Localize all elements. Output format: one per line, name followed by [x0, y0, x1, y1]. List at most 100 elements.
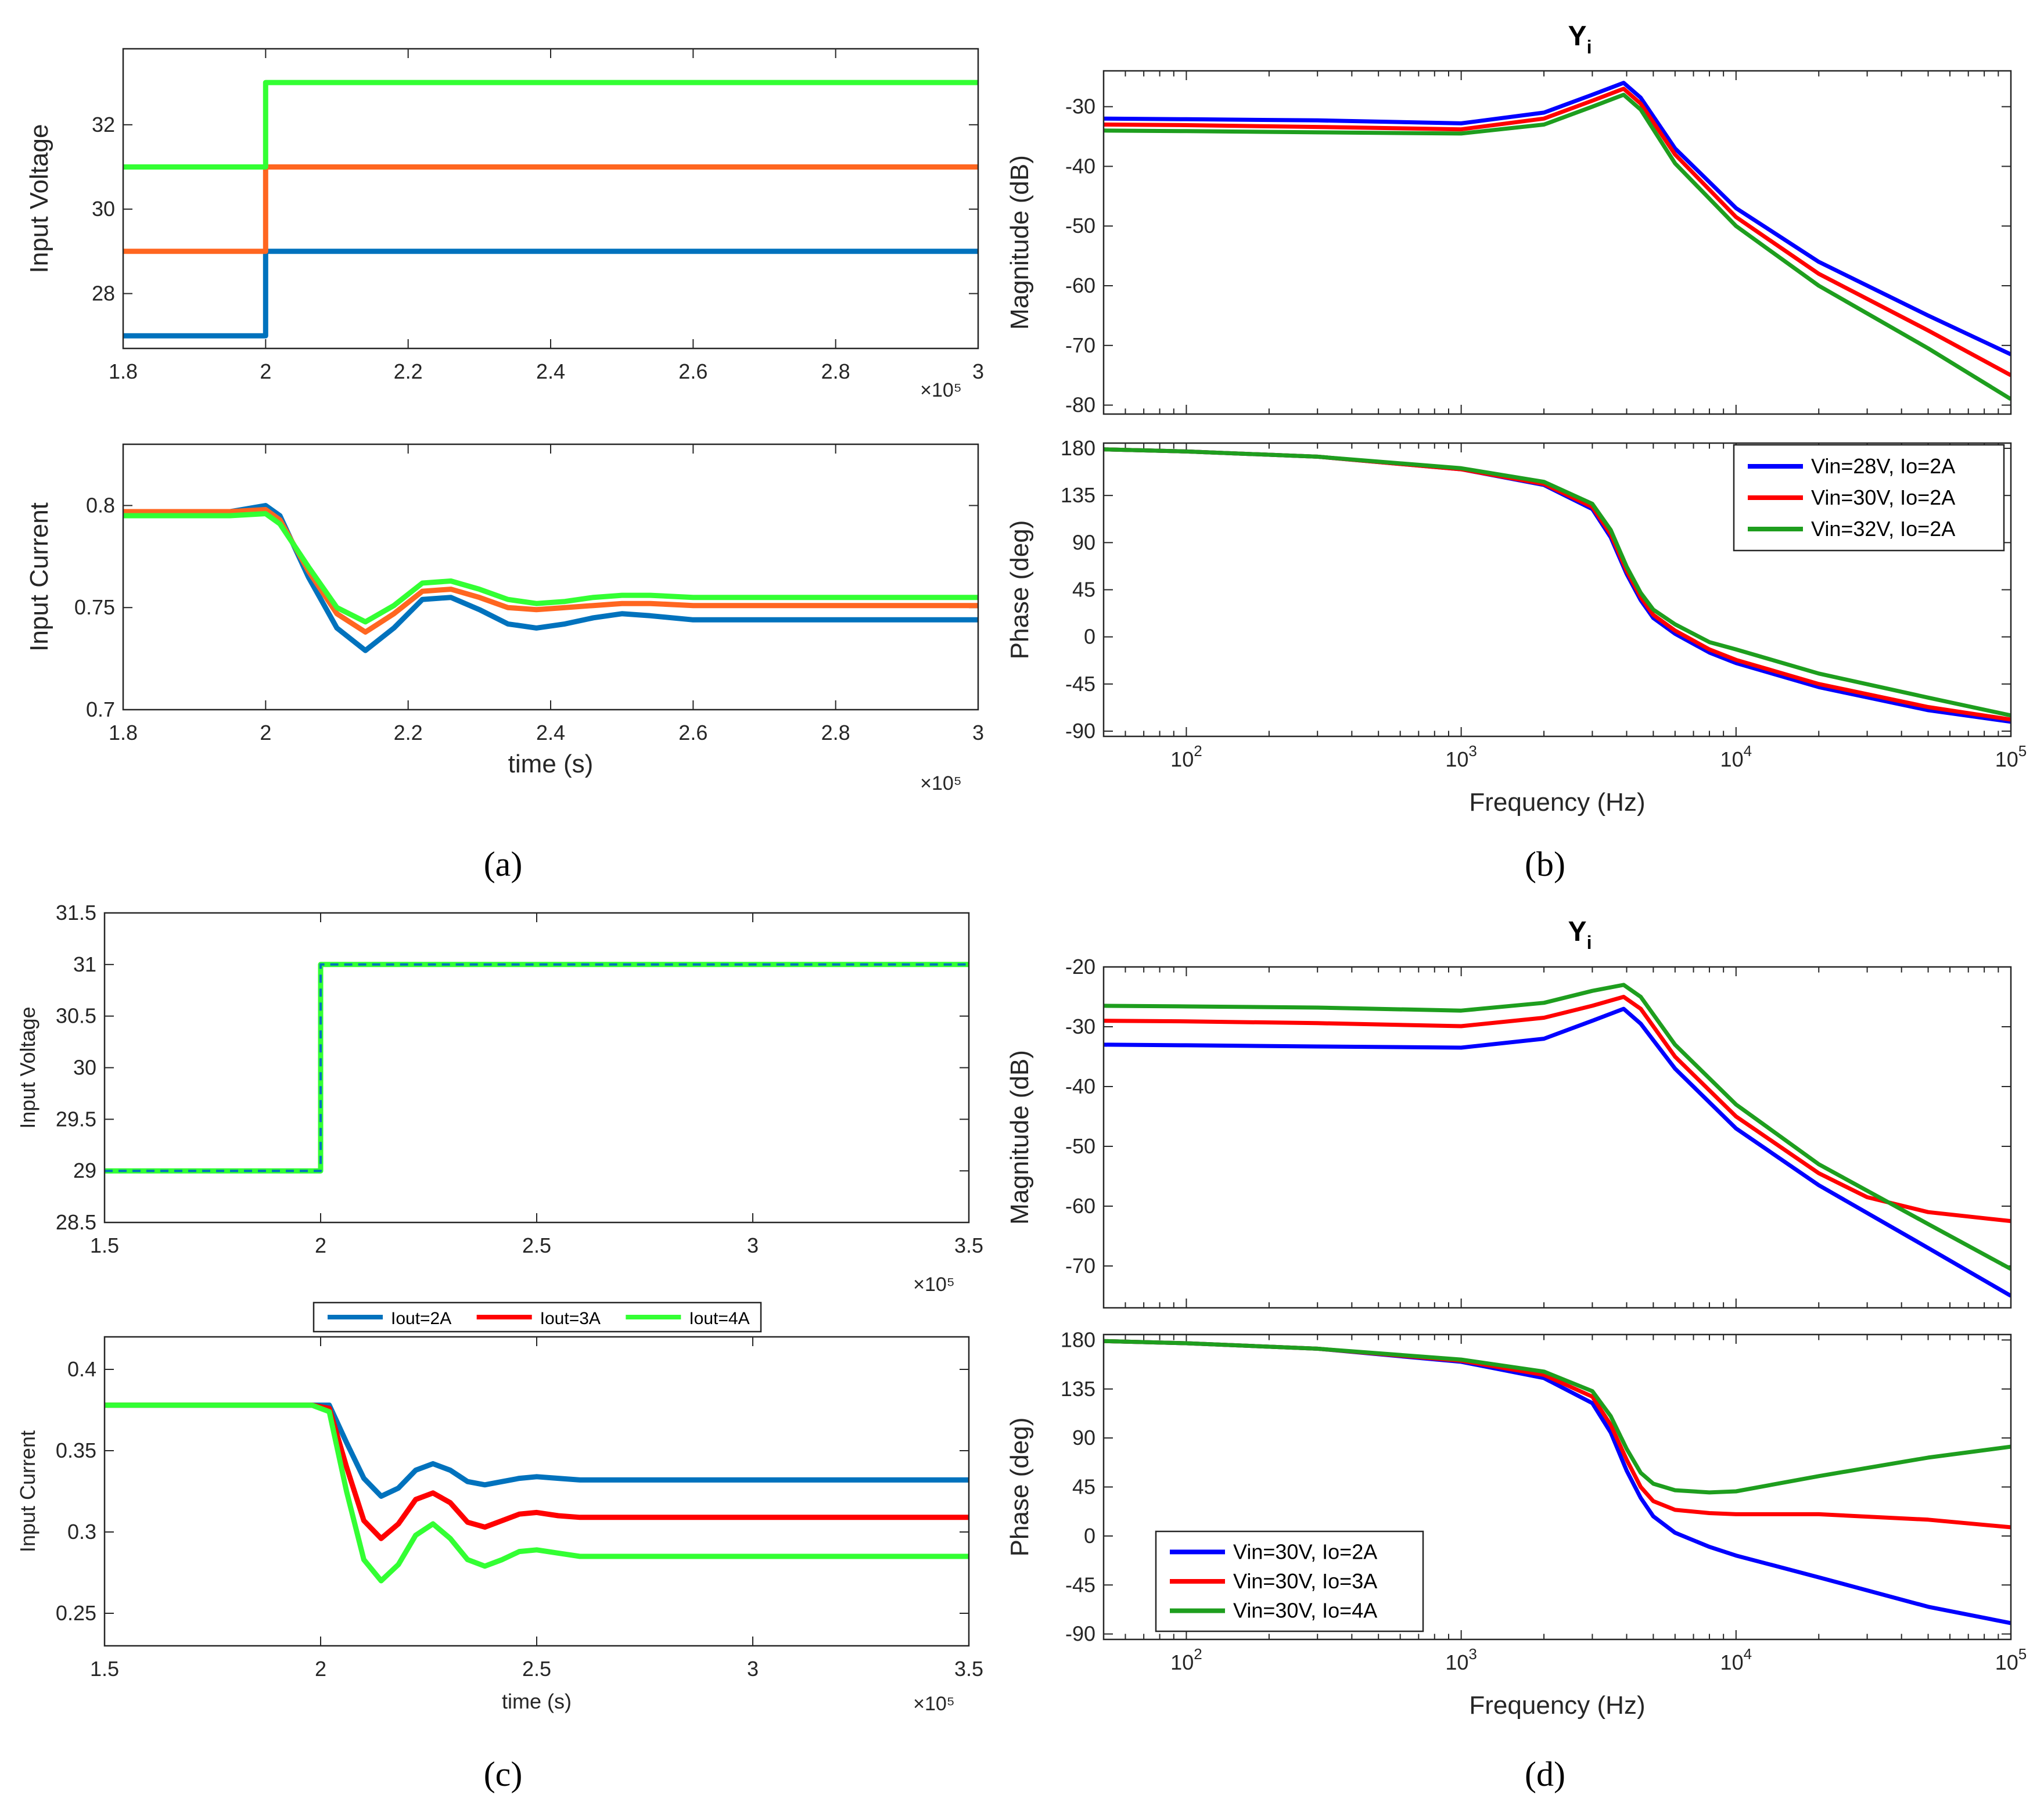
series-line-vin-29-31v	[123, 164, 978, 254]
caption-b: (b)	[1525, 845, 1565, 883]
axes-box	[1102, 442, 2012, 738]
x-axis-label: Frequency (Hz)	[1469, 1691, 1645, 1720]
series-line-iout-3a	[105, 1402, 969, 1541]
legend: Iout=2A Iout=3A Iout=4A	[312, 1301, 762, 1333]
y-tick-label: 29.5	[56, 1107, 96, 1131]
y-tick-label: 45	[1072, 578, 1095, 602]
y-tick-label: 32	[92, 113, 115, 136]
y-tick-label: -70	[1065, 1254, 1095, 1278]
series-group	[1104, 1339, 2011, 1625]
x-multiplier: ×10⁵	[920, 772, 962, 794]
y-tick-label: -60	[1065, 274, 1095, 297]
x-tick-label: 2.8	[821, 359, 850, 383]
series-line-iout-2a	[105, 1402, 969, 1499]
legend-label: Vin=30V, Io=3A	[1233, 1569, 1377, 1593]
series-group	[123, 503, 978, 653]
x-tick-label: 3	[972, 721, 984, 745]
x-tick-label: 104	[1720, 1645, 1752, 1674]
y-tick-label: 0	[1084, 1524, 1095, 1548]
axes-box	[1102, 1333, 2012, 1641]
plot-area	[105, 1337, 969, 1646]
x-multiplier: ×10⁵	[913, 1693, 955, 1715]
series-line-vin-32v-io-2a	[1104, 92, 2011, 401]
y-tick-label: 30.5	[56, 1004, 96, 1028]
x-tick-label: 1.8	[109, 359, 138, 383]
y-axis-label: Phase (deg)	[1005, 1418, 1034, 1557]
y-tick-label: 180	[1061, 436, 1095, 460]
series-line-iout-4a	[105, 1402, 969, 1584]
y-tick-label: 45	[1072, 1475, 1095, 1499]
y-axis-label: Input Voltage	[25, 124, 53, 274]
axes-box	[122, 48, 979, 350]
y-tick-label: 0.8	[86, 493, 115, 517]
x-tick-label: 1.5	[90, 1233, 119, 1257]
caption-a: (a)	[484, 845, 523, 883]
y-tick-label: -30	[1065, 1015, 1095, 1038]
series-line-vin-30v-io-3a	[1104, 995, 2011, 1224]
plot-area	[123, 49, 978, 348]
x-tick-label: 3	[972, 359, 984, 383]
axes-box	[1102, 966, 2012, 1309]
x-tick-label: 103	[1445, 742, 1477, 771]
axes-box	[1102, 70, 2012, 415]
y-tick-label: -50	[1065, 1134, 1095, 1158]
axes-box	[103, 912, 970, 1224]
plot-area	[105, 913, 969, 1222]
legend: Vin=28V, Io=2A Vin=30V, Io=2A Vin=32V, Io=…	[1733, 444, 2005, 552]
plot-area	[1104, 967, 2011, 1308]
caption-c: (c)	[484, 1755, 523, 1793]
chart-d_mag: -70 -60 -50 -40 -30 -20 Magnitude (dB) Yi	[1005, 916, 2012, 1309]
x-tick-label: 2	[315, 1657, 326, 1681]
series-group	[105, 962, 969, 1174]
x-tick-label: 2.6	[678, 359, 707, 383]
legend-label: Vin=30V, Io=2A	[1233, 1540, 1377, 1563]
y-tick-label: -40	[1065, 154, 1095, 178]
series-line-vin-30v-io-4a	[1104, 1339, 2011, 1495]
y-tick-label: 31.5	[56, 901, 96, 925]
legend-label: Vin=28V, Io=2A	[1811, 454, 1955, 478]
legend-label: Vin=30V, Io=4A	[1233, 1599, 1377, 1623]
y-tick-label: -90	[1065, 719, 1095, 743]
series-line-vin-27-29v	[123, 249, 978, 339]
chart-title: Yi	[1568, 21, 1592, 57]
y-tick-label: 0.7	[86, 697, 115, 721]
y-tick-label: 30	[92, 197, 115, 221]
x-tick-label: 1.5	[90, 1657, 119, 1681]
chart-a_current: 0.7 0.75 0.8 1.8 2 2.2 2.4 2.6 2.8 3 Input Current…	[25, 443, 984, 794]
legend-label: Iout=2A	[391, 1309, 451, 1328]
caption-d: (d)	[1525, 1755, 1565, 1793]
y-tick-label: -60	[1065, 1194, 1095, 1218]
series-line-vin-28v-io-2a	[1104, 81, 2011, 357]
chart-c_voltage: 28.5 29 29.5 30 30.5 31 31.5 1.5 2 2.5 3 3.5 Input V…	[16, 901, 983, 1296]
series-group	[1104, 983, 2011, 1298]
y-tick-label: -50	[1065, 214, 1095, 238]
series-group	[1104, 447, 2011, 724]
chart-a_voltage: 28 30 32 1.8 2 2.2 2.4 2.6 2.8 3 Input Voltage ×10⁵	[25, 48, 984, 401]
y-axis-label: Phase (deg)	[1005, 520, 1034, 660]
y-tick-label: -45	[1065, 1573, 1095, 1596]
legend-label: Iout=4A	[689, 1309, 749, 1328]
legend-label: Iout=3A	[540, 1309, 601, 1328]
y-tick-label: 135	[1061, 483, 1095, 507]
x-tick-label: 2.5	[522, 1233, 551, 1257]
x-tick-label: 2.4	[536, 721, 565, 745]
chart-d_phase: -90 -45 0 45 90 135 180 102 103 104 105 Phase (deg)…	[1005, 1328, 2027, 1720]
y-tick-label: -45	[1065, 672, 1095, 696]
y-tick-label: -20	[1065, 955, 1095, 979]
series-line-vin-30v-io-4a	[1104, 983, 2011, 1271]
y-tick-label: 180	[1061, 1328, 1095, 1351]
x-tick-label: 3	[747, 1657, 759, 1681]
y-tick-label: 0.4	[67, 1357, 96, 1381]
y-tick-label: 0.3	[67, 1520, 96, 1544]
chart-title: Yi	[1568, 916, 1592, 953]
x-tick-label: 3.5	[954, 1233, 983, 1257]
x-tick-label: 102	[1170, 1645, 1202, 1674]
x-tick-label: 2.2	[394, 721, 423, 745]
chart-b_phase: -90 -45 0 45 90 135 180 102 103 104 105 Phase (deg)…	[1005, 436, 2027, 817]
y-tick-label: -70	[1065, 333, 1095, 357]
x-tick-label: 105	[1995, 742, 2027, 771]
y-axis-label: Input Voltage	[16, 1006, 39, 1128]
y-tick-label: -90	[1065, 1622, 1095, 1646]
x-multiplier: ×10⁵	[920, 379, 962, 401]
x-tick-label: 2	[260, 359, 271, 383]
